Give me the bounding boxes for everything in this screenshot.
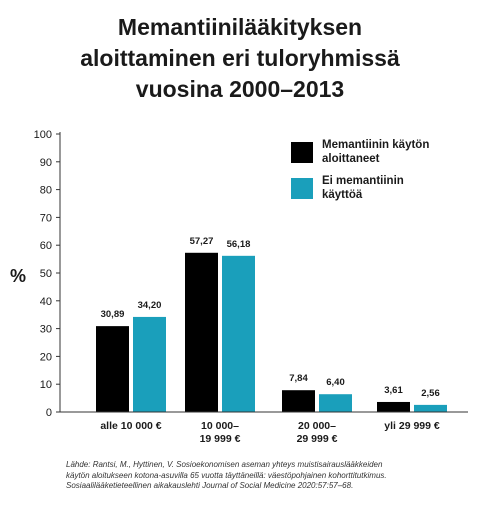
legend: Memantiinin käytön aloittaneet Ei memantii…: [291, 139, 429, 201]
source-line: Sosiaalilääketieteellinen aikakauslehti …: [66, 481, 354, 490]
source-line: käytön aloitukseen kotona-asuvilla 65 vu…: [66, 470, 387, 480]
y-tick-label: 10: [40, 379, 52, 391]
x-tick-label-line: 20 000–: [298, 420, 336, 432]
bar-value-label: 56,18: [227, 239, 251, 250]
chart-title-line: aloittaminen eri tuloryhmissä: [80, 45, 400, 71]
y-tick-label: 20: [40, 351, 52, 363]
x-tick-label-line: yli 29 999 €: [384, 420, 440, 432]
chart-title: Memantiinilääkityksen aloittaminen eri t…: [0, 12, 480, 105]
bar: [133, 316, 166, 412]
y-tick-label: 50: [40, 268, 52, 280]
legend-label: Memantiinin käytön aloittaneet: [322, 139, 429, 165]
legend-label-line: Memantiinin käytön: [322, 139, 429, 151]
bar: [414, 404, 447, 412]
y-tick-label: 80: [40, 185, 52, 197]
bar-value-label: 30,89: [101, 309, 125, 320]
x-tick-label-line: alle 10 000 €: [100, 420, 161, 432]
y-tick-label: 40: [40, 296, 52, 308]
legend-swatch: [291, 178, 313, 199]
bars: 30,89 57,27 7,84 3,61 34,20 56,18 6,40 2,56: [96, 236, 447, 412]
y-tick-label: 90: [40, 157, 52, 169]
y-tick-label: 100: [34, 129, 52, 141]
bar-value-label: 2,56: [421, 388, 440, 399]
legend-label-line: aloittaneet: [322, 153, 380, 165]
bar-value-label: 6,40: [326, 377, 345, 388]
bar: [222, 255, 255, 412]
legend-label: Ei memantiinin käyttöä: [322, 175, 404, 201]
legend-label-line: Ei memantiinin: [322, 175, 404, 187]
y-tick-label: 0: [46, 407, 52, 419]
source-line: Lähde: Rantsi, M., Hyttinen, V. Sosioeko…: [66, 460, 383, 469]
x-tick-label-line: 19 999 €: [200, 433, 241, 445]
bar: [185, 252, 218, 412]
bar-value-label: 7,84: [289, 373, 308, 384]
x-tick-label: 10 000– 19 999 €: [200, 420, 241, 445]
x-tick-label-line: 10 000–: [201, 420, 239, 432]
bar-value-label: 3,61: [384, 385, 403, 396]
chart-title-line: vuosina 2000–2013: [135, 76, 345, 102]
bar-value-label: 57,27: [190, 236, 214, 247]
bar-chart: 0 10 20 30 40 50 60 70 80 90 100% 30,89 57,27 7,84 3,…: [10, 129, 468, 445]
x-tick-label: alle 10 000 €: [100, 420, 161, 432]
bar: [282, 390, 315, 412]
source-note: Lähde: Rantsi, M., Hyttinen, V. Sosioeko…: [66, 460, 471, 492]
x-tick-label-line: 29 999 €: [297, 433, 338, 445]
y-tick-label: 30: [40, 324, 52, 336]
y-axis-label: %: [10, 266, 26, 286]
legend-swatch: [291, 142, 313, 163]
x-axis: alle 10 000 € 10 000– 19 999 € 20 000– 29 99…: [60, 411, 468, 445]
y-axis: 0 10 20 30 40 50 60 70 80 90 100%: [10, 129, 61, 419]
bar-value-label: 34,20: [138, 300, 162, 311]
chart-title-line: Memantiinilääkityksen: [117, 14, 363, 40]
bar: [96, 326, 129, 412]
legend-label-line: käyttöä: [322, 189, 363, 201]
y-tick-label: 60: [40, 240, 52, 252]
x-tick-label: yli 29 999 €: [384, 420, 440, 432]
bar: [319, 394, 352, 412]
x-tick-label: 20 000– 29 999 €: [297, 420, 338, 445]
bar: [377, 401, 410, 412]
y-tick-label: 70: [40, 212, 52, 224]
